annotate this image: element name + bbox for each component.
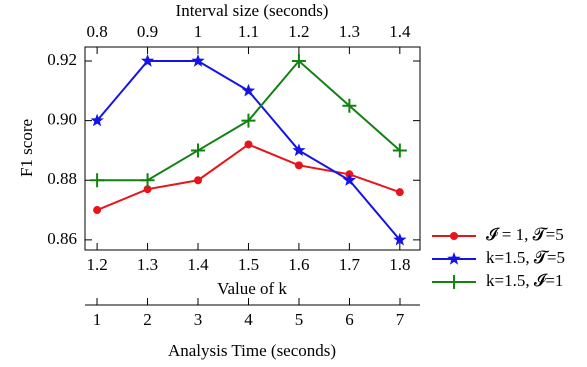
marker — [292, 143, 306, 157]
x-tick-label: 1.7 — [339, 255, 361, 274]
marker — [447, 252, 461, 265]
bottom-tick-label: 1 — [93, 310, 102, 329]
top-tick-label: 1.2 — [288, 22, 309, 41]
bottom-tick-label: 5 — [295, 310, 304, 329]
marker — [90, 113, 104, 127]
marker — [342, 98, 357, 113]
top-tick-label: 1 — [194, 22, 203, 41]
y-tick-label: 0.90 — [47, 110, 77, 129]
bottom-tick-label: 2 — [143, 310, 152, 329]
marker — [447, 275, 461, 289]
x-tick-label: 1.8 — [389, 255, 410, 274]
legend-label: k=1.5, 𝓣=5 — [486, 248, 565, 267]
marker — [93, 206, 102, 215]
marker — [140, 173, 155, 188]
marker — [294, 161, 303, 170]
marker — [244, 140, 253, 149]
marker — [393, 232, 407, 246]
x-tick-label: 1.4 — [187, 255, 209, 274]
marker — [392, 143, 407, 158]
marker — [143, 185, 152, 194]
marker — [342, 173, 356, 186]
marker — [450, 232, 458, 240]
marker — [191, 54, 205, 67]
y-tick-label: 0.92 — [47, 50, 77, 69]
top-tick-label: 1.3 — [339, 22, 360, 41]
x-tick-label: 1.5 — [238, 255, 259, 274]
marker — [140, 54, 155, 67]
top-tick-label: 0.9 — [137, 22, 158, 41]
bottom-tick-label: 3 — [194, 310, 203, 329]
top-tick-label: 0.8 — [86, 22, 107, 41]
top-tick-label: 1.4 — [389, 22, 411, 41]
x-axis-label: Value of k — [217, 279, 287, 298]
marker — [194, 176, 203, 185]
marker — [241, 113, 256, 128]
plot-frame — [84, 46, 421, 251]
y-axis-label: F1 score — [17, 119, 36, 177]
legend-label: k=1.5, 𝓘=1 — [486, 271, 563, 290]
marker — [90, 173, 105, 188]
bottom-tick-label: 4 — [244, 310, 253, 329]
marker — [291, 54, 306, 69]
series-line — [96, 143, 401, 211]
top-axis-label: Interval size (seconds) — [176, 1, 329, 20]
bottom-tick-label: 7 — [396, 310, 405, 329]
bottom-tick-label: 6 — [345, 310, 354, 329]
top-tick-label: 1.1 — [238, 22, 259, 41]
x-tick-label: 1.6 — [288, 255, 309, 274]
legend-label: 𝓘 = 1, 𝓣=5 — [486, 225, 564, 244]
marker — [241, 83, 256, 97]
marker — [191, 143, 206, 158]
marker — [395, 188, 404, 197]
x-tick-label: 1.2 — [86, 255, 107, 274]
x-tick-label: 1.3 — [137, 255, 158, 274]
bottom-axis-label: Analysis Time (seconds) — [168, 341, 336, 360]
y-tick-label: 0.86 — [47, 229, 77, 248]
y-tick-label: 0.88 — [47, 169, 77, 188]
